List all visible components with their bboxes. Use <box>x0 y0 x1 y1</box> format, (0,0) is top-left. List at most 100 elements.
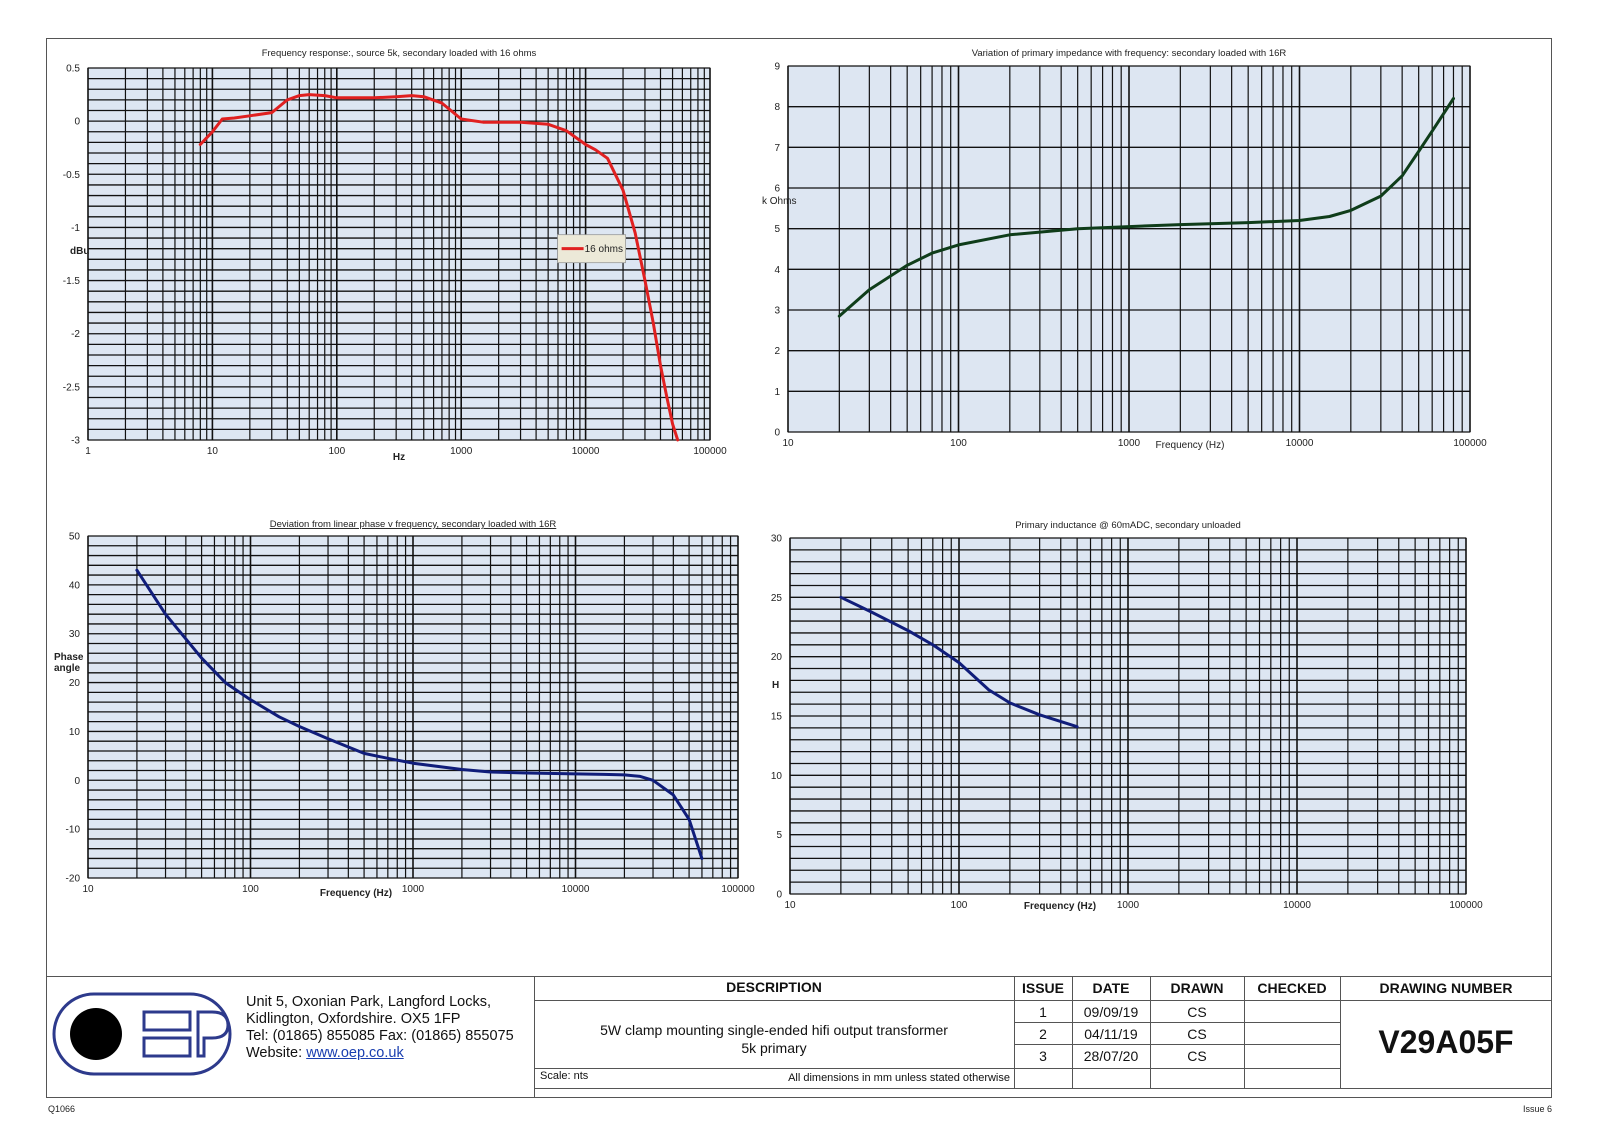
drawing-frame <box>46 38 1552 1098</box>
issue-header: ISSUE <box>1021 980 1064 996</box>
x-tick-label: 1000 <box>450 446 473 457</box>
y-tick-label: 0 <box>776 890 782 901</box>
drawn-header: DRAWN <box>1170 980 1224 996</box>
x-tick-label: 100000 <box>1453 438 1487 449</box>
chart-title: Frequency response:, source 5k, secondar… <box>262 48 537 59</box>
gridlines <box>789 537 1467 895</box>
x-tick-label: 10 <box>207 446 219 457</box>
x-tick-label: 1 <box>85 446 91 457</box>
description-line-1: 5W clamp mounting single-ended hifi outp… <box>600 1022 948 1038</box>
issue-3: 3 <box>1039 1048 1047 1064</box>
chart-title: Primary inductance @ 60mADC, secondary u… <box>1015 520 1241 531</box>
drawing-number: V29A05F <box>1378 1024 1514 1060</box>
oep-logo <box>52 992 232 1076</box>
x-tick-label: 100000 <box>693 446 727 457</box>
y-tick-label: -2 <box>71 329 80 340</box>
y-tick-label: 8 <box>774 102 780 113</box>
y-tick-label: 10 <box>771 771 783 782</box>
date-1: 09/09/19 <box>1083 1004 1139 1020</box>
date-header: DATE <box>1092 980 1130 996</box>
x-axis-label: Hz <box>393 452 405 463</box>
x-tick-label: 100000 <box>721 884 755 895</box>
legend-label: 16 ohms <box>585 244 623 255</box>
chart-title: Variation of primary impedance with freq… <box>972 48 1287 59</box>
x-tick-label: 100 <box>950 438 967 449</box>
y-tick-label: 5 <box>774 224 780 235</box>
y-tick-label: 1 <box>774 387 780 398</box>
y-tick-label: -1.5 <box>63 276 81 287</box>
y-tick-label: 10 <box>69 727 81 738</box>
x-axis-label: Frequency (Hz) <box>1156 440 1225 451</box>
y-tick-label: -3 <box>71 436 80 447</box>
x-tick-label: 10000 <box>1283 900 1311 911</box>
y-tick-label: 50 <box>69 532 81 543</box>
date-2: 04/11/19 <box>1084 1026 1138 1042</box>
x-tick-label: 10 <box>784 900 796 911</box>
y-axis-label: dBu <box>70 246 89 257</box>
y-tick-label: -10 <box>66 825 81 836</box>
series-line <box>837 97 1455 318</box>
y-tick-label: 5 <box>776 830 782 841</box>
y-axis-label: H <box>772 680 779 691</box>
footer-left: Q1066 <box>48 1104 76 1114</box>
y-tick-label: 15 <box>771 712 783 723</box>
address-line-3: Tel: (01865) 855085 Fax: (01865) 855075 <box>246 1028 514 1044</box>
dimensions-note: All dimensions in mm unless stated other… <box>788 1072 1010 1084</box>
x-tick-label: 100 <box>951 900 968 911</box>
y-axis-label: k Ohms <box>762 196 796 207</box>
series-line <box>839 595 1079 729</box>
issue-1: 1 <box>1039 1004 1047 1020</box>
y-tick-label: 2 <box>774 346 780 357</box>
date-3: 28/07/20 <box>1083 1048 1139 1064</box>
primary-inductance-chart: Primary inductance @ 60mADC, secondary u… <box>771 520 1483 912</box>
x-tick-label: 1000 <box>1118 438 1141 449</box>
website-label: Website: <box>246 1045 303 1061</box>
title-block: Unit 5, Oxonian Park, Langford Locks, Ki… <box>46 976 1552 1098</box>
x-tick-label: 10000 <box>1286 438 1314 449</box>
series-line <box>198 93 680 442</box>
drawn-2: CS <box>1187 1026 1207 1042</box>
x-axis-label: Frequency (Hz) <box>1024 901 1096 912</box>
x-tick-label: 100 <box>328 446 345 457</box>
drawn-1: CS <box>1187 1004 1207 1020</box>
checked-header: CHECKED <box>1257 980 1327 996</box>
y-tick-label: 30 <box>69 629 81 640</box>
y-tick-label: 3 <box>774 306 780 317</box>
y-tick-label: 30 <box>771 534 783 545</box>
y-tick-label: 0.5 <box>66 64 80 75</box>
y-tick-label: -1 <box>71 223 80 234</box>
x-tick-label: 1000 <box>402 884 425 895</box>
description-header: DESCRIPTION <box>726 979 822 995</box>
x-tick-label: 10000 <box>572 446 600 457</box>
scale-note: Scale: nts <box>540 1070 589 1082</box>
y-tick-label: 0 <box>774 428 780 439</box>
primary-impedance-chart: Variation of primary impedance with freq… <box>762 48 1487 451</box>
y-tick-label: 0 <box>74 117 80 128</box>
footer-right: Issue 6 <box>1522 1104 1552 1114</box>
description-line-2: 5k primary <box>741 1040 807 1056</box>
y-tick-label: 0 <box>74 776 80 787</box>
y-tick-label: -2.5 <box>63 382 81 393</box>
phase-deviation-chart: Deviation from linear phase v frequency,… <box>54 519 755 899</box>
issue-2: 2 <box>1039 1026 1047 1042</box>
y-tick-label: 40 <box>69 580 81 591</box>
y-tick-label: 20 <box>771 652 783 663</box>
x-tick-label: 10 <box>82 884 94 895</box>
drawn-3: CS <box>1187 1048 1207 1064</box>
y-tick-label: -20 <box>66 874 81 885</box>
y-tick-label: 9 <box>774 62 780 73</box>
gridlines <box>87 535 739 879</box>
series-line <box>135 568 704 860</box>
y-tick-label: -0.5 <box>63 170 81 181</box>
address-line-2: Kidlington, Oxfordshire. OX5 1FP <box>246 1011 461 1027</box>
website-link[interactable]: www.oep.co.uk <box>306 1045 404 1061</box>
x-tick-label: 100000 <box>1449 900 1483 911</box>
y-tick-label: 20 <box>69 678 81 689</box>
y-tick-label: 6 <box>774 184 780 195</box>
x-tick-label: 10000 <box>562 884 590 895</box>
x-axis-label: Frequency (Hz) <box>320 888 392 899</box>
address-line-1: Unit 5, Oxonian Park, Langford Locks, <box>246 994 492 1010</box>
y-tick-label: 4 <box>774 265 780 276</box>
y-tick-label: 25 <box>771 593 783 604</box>
x-tick-label: 10 <box>782 438 794 449</box>
